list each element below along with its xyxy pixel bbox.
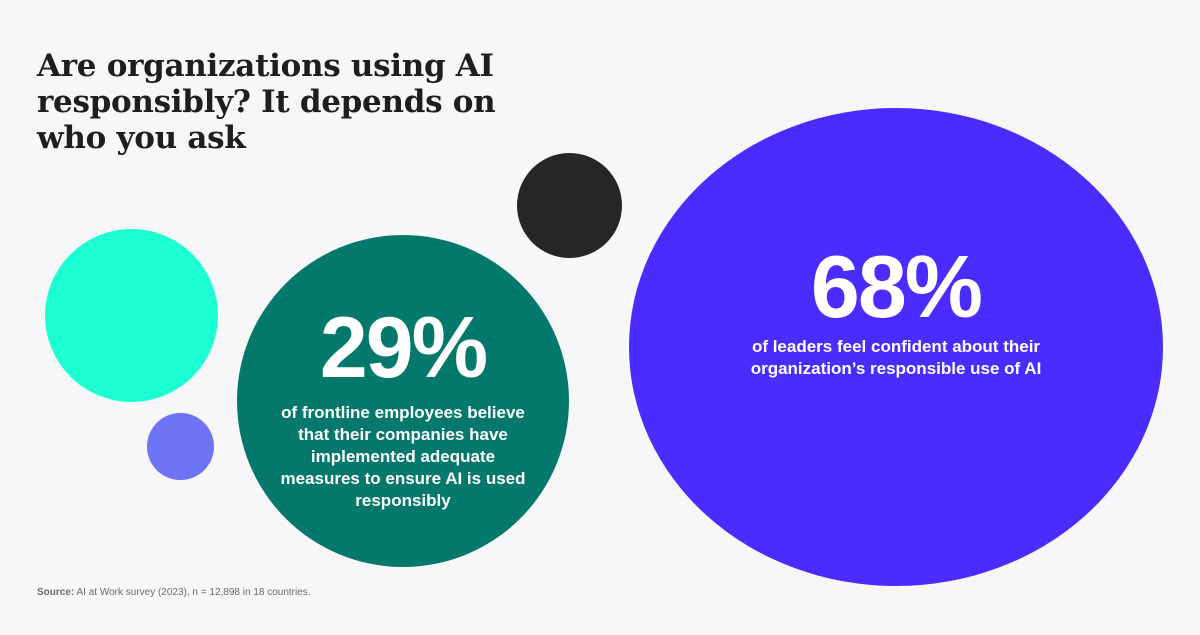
stat-frontline-value: 29% [319, 300, 488, 396]
decorative-bubble-mint [45, 229, 218, 402]
decorative-bubble-lavender [147, 413, 214, 480]
stat-leaders-value: 68% [810, 237, 983, 336]
stat-leaders-description: of leaders feel confident about their or… [750, 337, 1042, 378]
source-label: Source: [37, 587, 75, 598]
stat-bubble-frontline [237, 235, 569, 567]
decorative-bubble-dark [517, 153, 622, 258]
stat-bubble-leaders [629, 108, 1163, 586]
stat-frontline: 29% of frontline employees believe that … [270, 300, 536, 512]
source-text: AI at Work survey (2023), n = 12,898 in … [76, 587, 311, 598]
stat-leaders: 68% of leaders feel confident about thei… [736, 238, 1056, 380]
stat-frontline-description: of frontline employees believe that thei… [280, 403, 526, 510]
chart-title: Are organizations using AI responsibly? … [37, 48, 496, 156]
source-note: Source: AI at Work survey (2023), n = 12… [37, 587, 311, 598]
